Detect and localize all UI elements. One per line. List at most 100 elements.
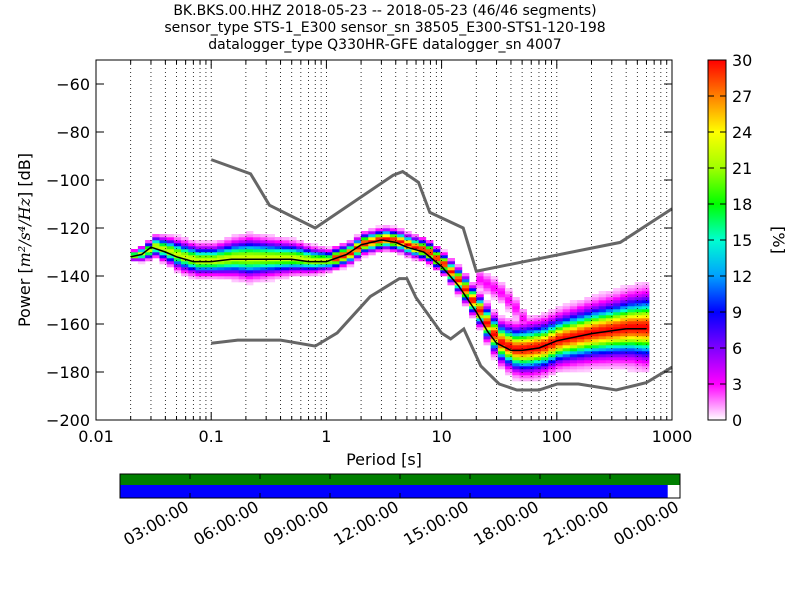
heatmap-cell [641, 300, 650, 304]
heatmap-cell [353, 237, 362, 241]
heatmap-cell [260, 237, 268, 241]
heatmap-cell [245, 252, 254, 256]
heatmap-cell [289, 261, 297, 265]
heatmap-cell [332, 267, 340, 271]
heatmap-cell [260, 276, 268, 280]
heatmap-cell [569, 339, 578, 343]
heatmap-cell [253, 264, 261, 268]
heatmap-cell [231, 252, 239, 256]
heatmap-cell [375, 240, 383, 244]
heatmap-cell [418, 249, 427, 253]
heatmap-cell [641, 369, 650, 373]
y-tick-label: −80 [56, 123, 90, 142]
heatmap-cell [497, 348, 506, 352]
heatmap-cell [231, 234, 239, 238]
heatmap-cell [591, 321, 599, 325]
heatmap-cell [533, 330, 542, 334]
heatmap-cell [195, 273, 203, 277]
heatmap-cell [512, 321, 520, 325]
heatmap-cell [620, 306, 628, 310]
heatmap-cell [461, 285, 470, 289]
heatmap-cell [281, 252, 290, 256]
heatmap-cell [620, 300, 628, 304]
heatmap-cell [490, 345, 499, 349]
heatmap-cell [476, 291, 484, 295]
heatmap-cell [425, 252, 434, 256]
heatmap-cell [217, 276, 225, 280]
heatmap-cell [245, 267, 254, 271]
heatmap-cell [512, 372, 520, 376]
heatmap-cell [548, 342, 556, 346]
heatmap-cell [469, 294, 477, 298]
heatmap-cell [512, 330, 520, 334]
heatmap-cell [231, 273, 239, 277]
heatmap-cell [231, 264, 239, 268]
heatmap-cell [591, 297, 599, 301]
heatmap-cell [562, 360, 571, 364]
heatmap-cell [476, 279, 484, 283]
heatmap-cell [238, 270, 247, 274]
heatmap-cell [447, 258, 455, 262]
heatmap-cell [152, 237, 160, 241]
heatmap-cell [425, 249, 434, 253]
heatmap-cell [526, 342, 535, 346]
heatmap-cell [512, 315, 520, 319]
heatmap-cell [260, 234, 268, 238]
heatmap-cell [591, 354, 599, 358]
heatmap-cell [584, 324, 592, 328]
heatmap-cell [224, 255, 232, 259]
heatmap-cell [483, 312, 491, 316]
heatmap-cell [562, 321, 571, 325]
heatmap-cell [296, 240, 304, 244]
heatmap-cell [310, 249, 319, 253]
heatmap-cell [519, 351, 527, 355]
heatmap-cell [613, 342, 621, 346]
heatmap-cell [620, 333, 628, 337]
heatmap-cell [181, 255, 189, 259]
heatmap-cell [145, 252, 153, 256]
heatmap-cell [490, 288, 499, 292]
heatmap-cell [195, 255, 203, 259]
heatmap-cell [476, 276, 484, 280]
x-tick-label: 0.01 [78, 427, 114, 446]
heatmap-cell [526, 372, 535, 376]
heatmap-cell [533, 321, 542, 325]
heatmap-cell [317, 261, 326, 265]
heatmap-cell [281, 240, 290, 244]
heatmap-cell [641, 297, 650, 301]
heatmap-cell [591, 342, 599, 346]
heatmap-cell [562, 339, 571, 343]
heatmap-cell [519, 330, 527, 334]
heatmap-cell [245, 261, 254, 265]
colorbar-ticks: 0 3 6 9 12 15 18 21 24 27 30 [708, 51, 752, 430]
heatmap-cell [497, 318, 506, 322]
heatmap-cell [224, 264, 232, 268]
heatmap-cell [166, 264, 175, 268]
heatmap-cell [591, 366, 599, 370]
heatmap-cell [425, 246, 434, 250]
heatmap-cell [253, 252, 261, 256]
heatmap-cell [634, 294, 643, 298]
heatmap-cell [397, 252, 405, 256]
heatmap-cell [634, 288, 643, 292]
heatmap-cell [577, 345, 585, 349]
heatmap-cell [339, 264, 347, 268]
heatmap-cell [605, 363, 614, 367]
heatmap-cell [166, 258, 175, 262]
heatmap-cell [641, 354, 650, 358]
heatmap-cell [217, 243, 225, 247]
heatmap-cell [598, 312, 607, 316]
heatmap-cell [598, 357, 607, 361]
heatmap-cell [404, 243, 412, 247]
heatmap-cell [476, 285, 484, 289]
heatmap-cell [289, 237, 297, 241]
heatmap-cell [145, 258, 153, 262]
heatmap-cell [332, 261, 340, 265]
heatmap-cell [440, 252, 448, 256]
heatmap-cell [598, 306, 607, 310]
heatmap-cell [598, 327, 607, 331]
heatmap-cell [425, 261, 434, 265]
heatmap-cell [303, 267, 311, 271]
heatmap-cell [591, 300, 599, 304]
heatmap-cell [613, 357, 621, 361]
